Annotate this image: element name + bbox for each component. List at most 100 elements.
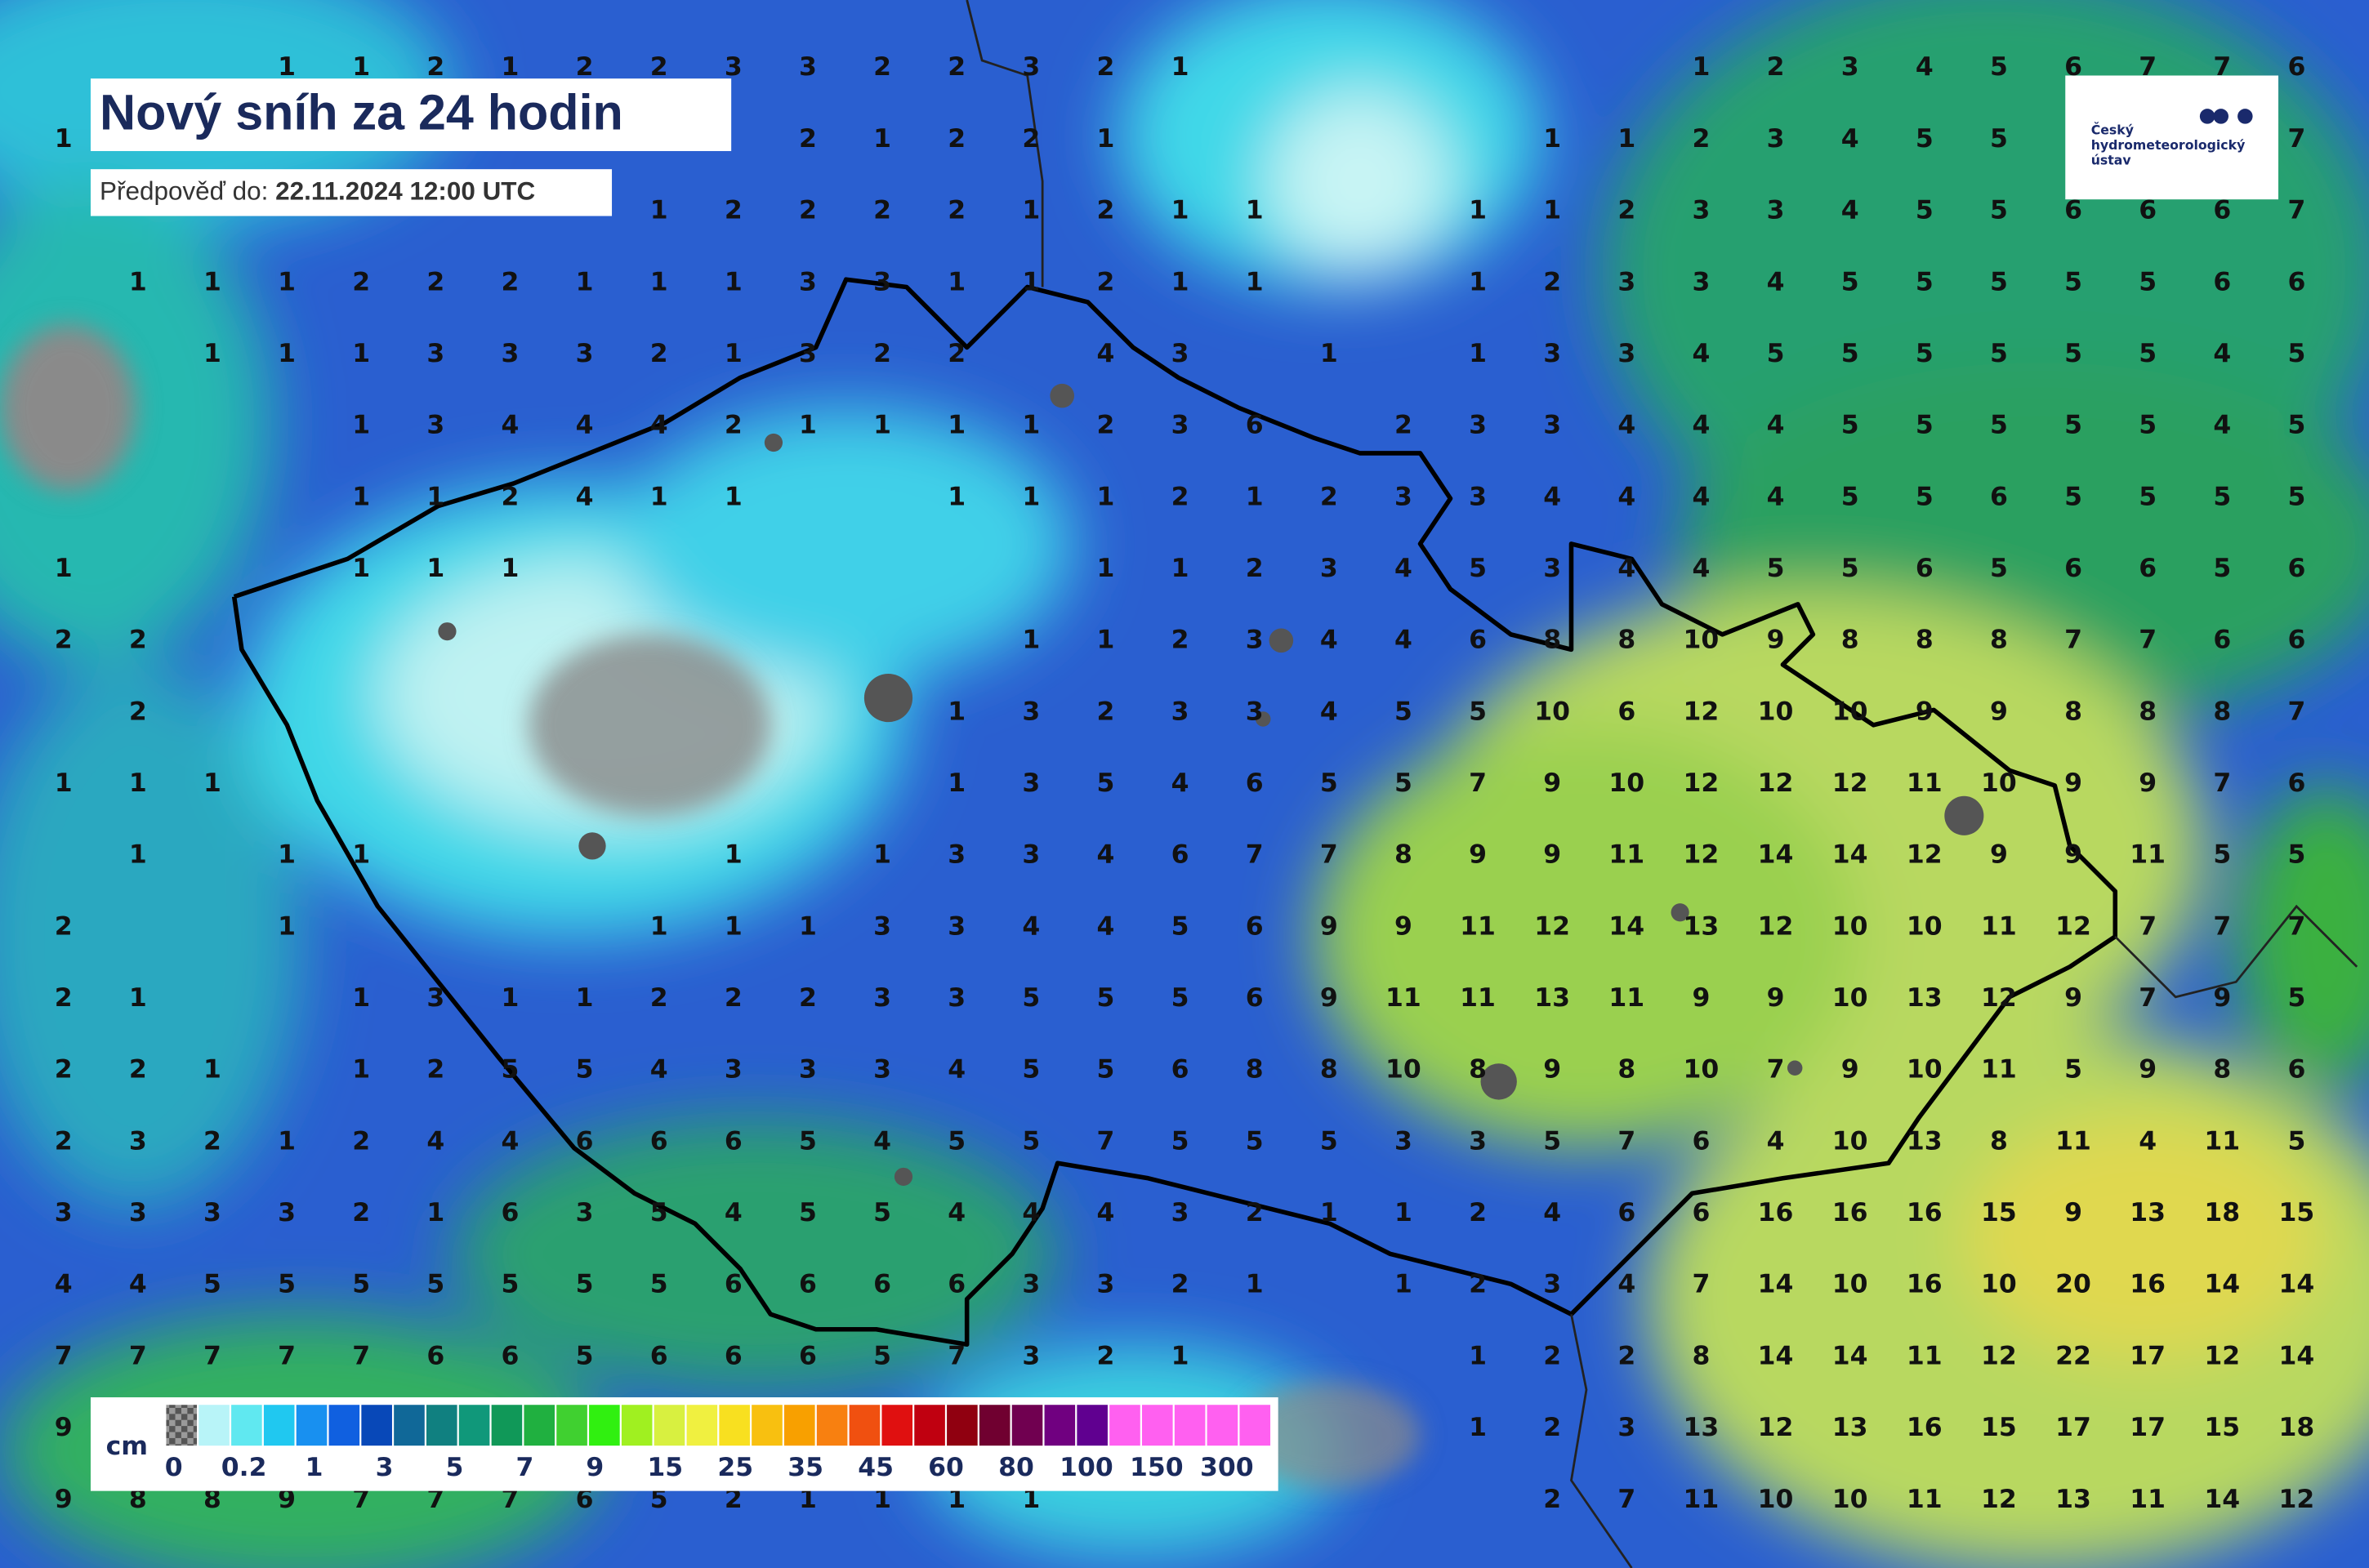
- grid-value: 1: [1469, 196, 1487, 225]
- grid-value: 1: [55, 554, 73, 583]
- grid-value: 2: [1096, 196, 1114, 225]
- grid-value: 3: [1617, 267, 1635, 296]
- grid-value: 4: [1617, 411, 1635, 440]
- grid-value: 5: [1916, 267, 1934, 296]
- grid-value: 4: [426, 1126, 444, 1156]
- grid-value: 1: [501, 983, 519, 1013]
- grid-value: 3: [948, 840, 966, 870]
- legend-swatch: [1141, 1405, 1173, 1446]
- grid-value: 9: [1767, 626, 1785, 655]
- grid-value: 5: [1469, 697, 1487, 726]
- grid-value: 1: [278, 911, 296, 941]
- legend-label: 25: [717, 1453, 753, 1482]
- grid-value: 13: [2130, 1198, 2166, 1227]
- grid-value: 3: [799, 1055, 817, 1085]
- grid-value: 1: [203, 267, 221, 296]
- grid-value: 1: [1096, 626, 1114, 655]
- grid-value: 5: [2064, 1055, 2082, 1085]
- grid-value: 1: [1469, 1341, 1487, 1370]
- grid-value: 5: [1990, 411, 2008, 440]
- grid-value: 12: [1758, 1413, 1794, 1442]
- grid-value: 1: [352, 52, 370, 82]
- grid-value: 5: [2213, 554, 2231, 583]
- grid-value: 3: [799, 267, 817, 296]
- legend-swatch: [719, 1405, 750, 1446]
- grid-value: 3: [1469, 1126, 1487, 1156]
- grid-value: 5: [1096, 1055, 1114, 1085]
- grid-value: 10: [1832, 1270, 1868, 1299]
- grid-value: 1: [650, 482, 668, 511]
- grid-value: 2: [1617, 1341, 1635, 1370]
- grid-value: 5: [1320, 1126, 1338, 1156]
- grid-value: 1: [948, 411, 966, 440]
- legend-label: 3: [376, 1453, 394, 1482]
- grid-value: 5: [1841, 411, 1859, 440]
- grid-value: 2: [426, 52, 444, 82]
- grid-value: 4: [948, 1055, 966, 1085]
- grid-value: 10: [1684, 626, 1720, 655]
- grid-value: 2: [650, 983, 668, 1013]
- grid-value: 3: [1394, 482, 1412, 511]
- grid-value: 12: [1684, 840, 1720, 870]
- grid-value: 2: [948, 52, 966, 82]
- grid-value: 1: [1022, 196, 1040, 225]
- grid-value: 4: [1096, 1198, 1114, 1227]
- grid-value: 1: [1171, 196, 1189, 225]
- grid-value: 1: [1469, 339, 1487, 368]
- grid-value: 3: [426, 983, 444, 1013]
- grid-value: 3: [129, 1198, 147, 1227]
- grid-value: 5: [1990, 196, 2008, 225]
- grid-value: 6: [2287, 554, 2305, 583]
- grid-value: 8: [1916, 626, 1934, 655]
- grid-value: 9: [55, 1413, 73, 1442]
- legend-label: 300: [1200, 1453, 1254, 1482]
- legend-swatch: [752, 1405, 783, 1446]
- grid-value: 10: [1832, 983, 1868, 1013]
- grid-value: 2: [1096, 411, 1114, 440]
- grid-value: 14: [1832, 1341, 1868, 1370]
- grid-value: 1: [873, 840, 891, 870]
- grid-value: 5: [1394, 768, 1412, 798]
- grid-value: 16: [1758, 1198, 1794, 1227]
- grid-value: 4: [1320, 697, 1338, 726]
- grid-value: 5: [1916, 411, 1934, 440]
- legend-swatch: [361, 1405, 392, 1446]
- grid-value: 14: [1758, 840, 1794, 870]
- grid-value: 1: [55, 124, 73, 154]
- grid-value: 9: [1692, 983, 1710, 1013]
- grid-value: 8: [1990, 1126, 2008, 1156]
- grid-value: 9: [2064, 1198, 2082, 1227]
- grid-value: 2: [576, 52, 594, 82]
- grid-value: 17: [2130, 1413, 2166, 1442]
- grid-value: 6: [2287, 626, 2305, 655]
- legend-swatch: [783, 1405, 815, 1446]
- grid-value: 1: [576, 267, 594, 296]
- grid-value: 3: [1171, 411, 1189, 440]
- grid-value: 6: [2287, 1055, 2305, 1085]
- grid-value: 2: [650, 52, 668, 82]
- grid-value: 1: [873, 411, 891, 440]
- grid-value: 5: [1022, 983, 1040, 1013]
- grid-value: 1: [1022, 482, 1040, 511]
- grid-value: 10: [1758, 1485, 1794, 1514]
- grid-value: 5: [1990, 554, 2008, 583]
- logo-text: hydrometeorologický: [2091, 137, 2246, 153]
- grid-value: 1: [725, 482, 743, 511]
- grid-value: 5: [2287, 1126, 2305, 1156]
- legend-label: 0.2: [221, 1453, 267, 1482]
- grid-value: 1: [948, 267, 966, 296]
- grid-value: 5: [1171, 983, 1189, 1013]
- grid-value: 10: [1608, 768, 1644, 798]
- legend-swatch: [654, 1405, 685, 1446]
- legend-swatch: [1109, 1405, 1140, 1446]
- grid-value: 7: [2139, 911, 2157, 941]
- grid-value: 4: [1767, 1126, 1785, 1156]
- subtitle-value: 22.11.2024 12:00 UTC: [275, 177, 535, 206]
- grid-value: 2: [1543, 1413, 1561, 1442]
- grid-value: 5: [576, 1341, 594, 1370]
- legend-swatch: [426, 1405, 457, 1446]
- grid-value: 3: [1022, 768, 1040, 798]
- legend-swatch: [1174, 1405, 1206, 1446]
- grid-value: 6: [576, 1485, 594, 1514]
- grid-value: 2: [1246, 1198, 1264, 1227]
